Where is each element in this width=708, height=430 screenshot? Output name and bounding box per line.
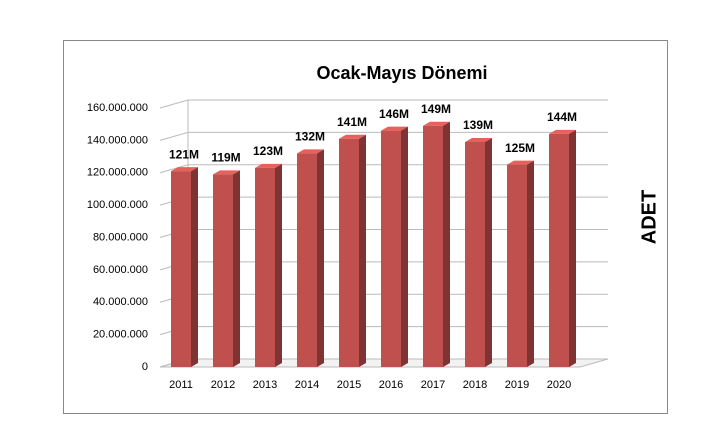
y-tick-label: 120.000.000	[87, 167, 148, 179]
bar-side	[485, 137, 492, 367]
value-label: 144M	[547, 110, 577, 124]
bar	[381, 126, 408, 367]
bar-top	[171, 167, 198, 172]
bar-front	[339, 138, 359, 367]
bar-front	[171, 171, 191, 367]
value-label: 139M	[463, 118, 493, 132]
x-tick-label: 2013	[253, 379, 277, 391]
x-tick-label: 2020	[547, 379, 571, 391]
bar-side	[527, 160, 534, 367]
bar	[297, 149, 324, 367]
bar-top	[549, 129, 576, 134]
bar-top	[213, 170, 240, 175]
bar-front	[507, 164, 527, 367]
chart-title: Ocak-Mayıs Dönemi	[316, 63, 487, 83]
bar	[339, 134, 366, 367]
bar-front	[255, 167, 275, 367]
bar-front	[549, 133, 569, 367]
value-label: 132M	[295, 129, 325, 143]
bar-side	[569, 129, 576, 367]
y-tick-label: 100.000.000	[87, 199, 148, 211]
value-label: 119M	[211, 151, 240, 165]
y-axis-label: ADET	[638, 190, 660, 244]
value-label: 146M	[379, 107, 409, 121]
bar-side	[275, 163, 282, 367]
bar-side	[443, 121, 450, 368]
bar-side	[233, 170, 240, 367]
y-tick-label: 20.000.000	[93, 329, 148, 341]
grid-line	[159, 131, 608, 141]
value-label: 123M	[253, 144, 283, 158]
x-tick-label: 2017	[421, 379, 445, 391]
value-label: 121M	[169, 147, 199, 161]
bar-front	[213, 174, 233, 367]
bar-side	[191, 167, 198, 367]
bar-top	[297, 149, 324, 154]
bar	[549, 129, 576, 367]
x-tick-label: 2019	[505, 379, 529, 391]
bar-top	[465, 137, 492, 142]
bar	[213, 170, 240, 367]
bar	[255, 163, 282, 367]
value-label: 149M	[421, 102, 451, 116]
bar	[465, 137, 492, 367]
grid-line	[159, 99, 608, 109]
bar-side	[401, 126, 408, 367]
bar	[171, 167, 198, 367]
bar-front	[297, 153, 317, 367]
value-label: 141M	[337, 115, 367, 129]
bar-top	[507, 160, 534, 165]
y-tick-label: 140.000.000	[87, 134, 148, 146]
bar	[423, 121, 450, 368]
x-tick-label: 2016	[379, 379, 403, 391]
y-tick-label: 80.000.000	[93, 231, 148, 243]
bar-front	[465, 141, 485, 367]
bar-front	[423, 125, 443, 368]
y-tick-label: 0	[142, 361, 148, 373]
x-tick-label: 2011	[169, 379, 193, 391]
bar-top	[339, 134, 366, 139]
bar	[507, 160, 534, 367]
y-tick-label: 40.000.000	[93, 296, 148, 308]
bar-top	[381, 126, 408, 131]
bar-top	[423, 121, 450, 126]
value-label: 125M	[505, 141, 535, 155]
y-tick-label: 160.000.000	[87, 102, 148, 114]
x-tick-label: 2018	[463, 379, 487, 391]
x-tick-label: 2014	[295, 379, 319, 391]
bar-front	[381, 130, 401, 367]
bar-side	[317, 149, 324, 367]
x-tick-label: 2012	[211, 379, 235, 391]
bar-side	[359, 134, 366, 367]
bar-top	[255, 163, 282, 168]
x-tick-label: 2015	[337, 379, 361, 391]
y-tick-label: 60.000.000	[93, 264, 148, 276]
